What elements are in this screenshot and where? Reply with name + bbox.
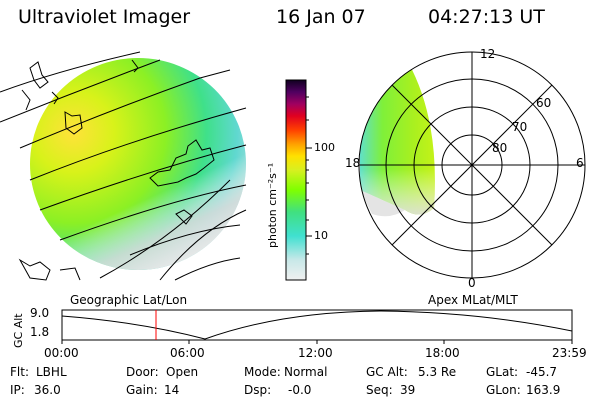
- gcalt-label: GC Alt:: [366, 365, 408, 379]
- flt-label: Flt:: [10, 365, 29, 379]
- gcalt-value: 5.3 Re: [418, 365, 457, 379]
- door-value: Open: [166, 365, 199, 379]
- mlt-label-6: 6: [576, 156, 584, 170]
- xtick-1800: 18:00: [425, 346, 460, 360]
- ip-label: IP:: [10, 383, 25, 397]
- app-title: Ultraviolet Imager: [18, 6, 191, 28]
- colorbar-ticks: [306, 96, 312, 255]
- apex-panel-label: Apex MLat/MLT: [428, 293, 518, 307]
- geo-coastlines: [18, 59, 215, 281]
- glon-value: 163.9: [526, 383, 561, 397]
- lat-label-60: 60: [536, 96, 552, 110]
- polar-plot: [358, 51, 586, 279]
- flt-value: LBHL: [36, 365, 67, 379]
- xtick-2359: 23:59: [552, 346, 587, 360]
- geo-grid-lines: [0, 51, 247, 281]
- altitude-ytick-high: 9.0: [30, 306, 50, 320]
- xtick-0600: 06:00: [170, 346, 205, 360]
- xtick-1200: 12:00: [298, 346, 333, 360]
- time-label: 04:27:13 UT: [428, 6, 545, 28]
- mlt-label-12: 12: [480, 47, 496, 61]
- dsp-label: Dsp:: [244, 383, 272, 397]
- glat-label: GLat:: [486, 365, 519, 379]
- seq-value: 39: [400, 383, 416, 397]
- colorbar-tick-100: 100: [314, 141, 335, 154]
- geo-panel-label: Geographic Lat/Lon: [70, 293, 188, 307]
- door-label: Door:: [126, 365, 159, 379]
- colorbar: [285, 79, 307, 281]
- mlt-label-18: 18: [345, 156, 361, 170]
- glat-value: -45.7: [526, 365, 558, 379]
- ip-value: 36.0: [34, 383, 61, 397]
- gain-value: 14: [164, 383, 180, 397]
- xtick-0000: 00:00: [44, 346, 79, 360]
- geo-image-disk: [30, 58, 246, 270]
- colorbar-label: photon cm⁻²s⁻¹: [266, 162, 279, 248]
- lat-label-80: 80: [492, 141, 508, 155]
- altitude-ylabel: GC Alt: [12, 313, 25, 348]
- date-label: 16 Jan 07: [276, 6, 366, 28]
- altitude-ytick-low: 1.8: [30, 325, 50, 339]
- dsp-value: -0.0: [288, 383, 312, 397]
- altitude-plot: [61, 309, 573, 344]
- colorbar-tick-10: 10: [314, 229, 328, 242]
- mode-label: Mode:: [244, 365, 281, 379]
- seq-label: Seq:: [366, 383, 393, 397]
- glon-label: GLon:: [486, 383, 521, 397]
- mlt-label-0: 0: [468, 276, 476, 290]
- lat-label-70: 70: [512, 120, 528, 134]
- mode-value: Normal: [284, 365, 328, 379]
- gain-label: Gain:: [126, 383, 158, 397]
